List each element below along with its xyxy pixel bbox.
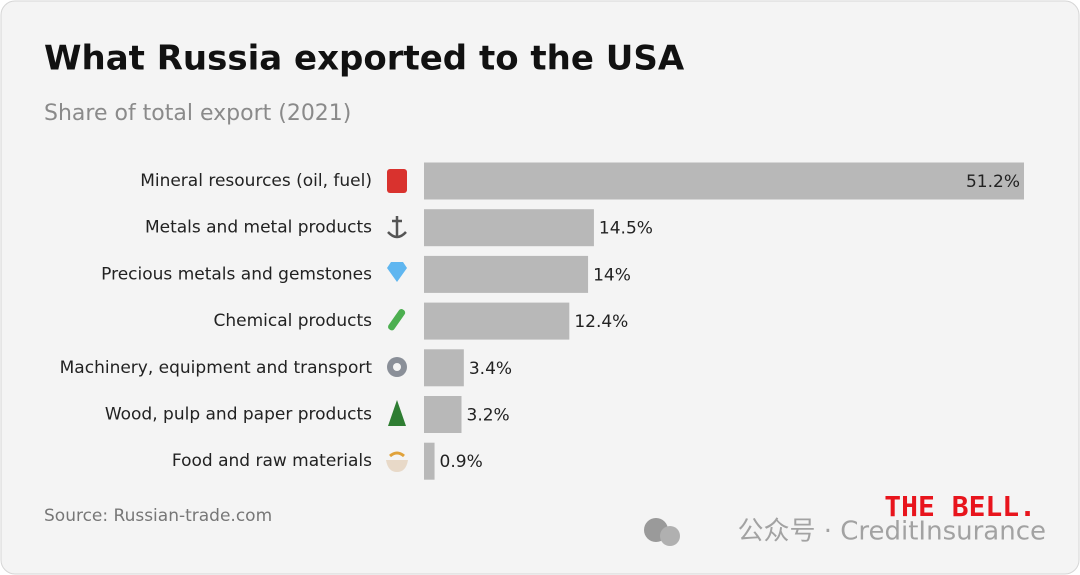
value-label: 3.2%: [467, 406, 510, 426]
category-label: Chemical products: [213, 311, 372, 331]
bar: [424, 302, 570, 340]
icons: [386, 169, 408, 472]
value-label: 0.9%: [440, 452, 483, 472]
category-label: Precious metals and gemstones: [101, 264, 372, 284]
watermark: 公众号 · CreditInsurance: [737, 517, 1046, 547]
value-label: 14%: [593, 265, 631, 285]
bar: [424, 396, 462, 433]
bar: [424, 209, 594, 247]
value-label: 51.2%: [966, 172, 1020, 192]
bar: [424, 442, 435, 480]
watermark-icon: [644, 518, 680, 546]
category-label: Wood, pulp and paper products: [105, 405, 372, 425]
value-label: 14.5%: [599, 219, 653, 239]
category-label: Metals and metal products: [145, 218, 372, 238]
bar: [424, 255, 589, 293]
category-label: Mineral resources (oil, fuel): [140, 171, 372, 191]
value-label: 12.4%: [574, 312, 628, 332]
value-label: 3.4%: [469, 359, 512, 379]
logo: THE BELL.: [884, 490, 1036, 523]
source: Source: Russian-trade.com: [44, 506, 272, 526]
chart-title: What Russia exported to the USA: [44, 39, 685, 79]
chart-subtitle: Share of total export (2021): [44, 101, 351, 126]
bar: [424, 162, 1024, 200]
bar: [424, 349, 464, 387]
category-label: Food and raw materials: [172, 451, 372, 471]
category-label: Machinery, equipment and transport: [60, 358, 373, 378]
